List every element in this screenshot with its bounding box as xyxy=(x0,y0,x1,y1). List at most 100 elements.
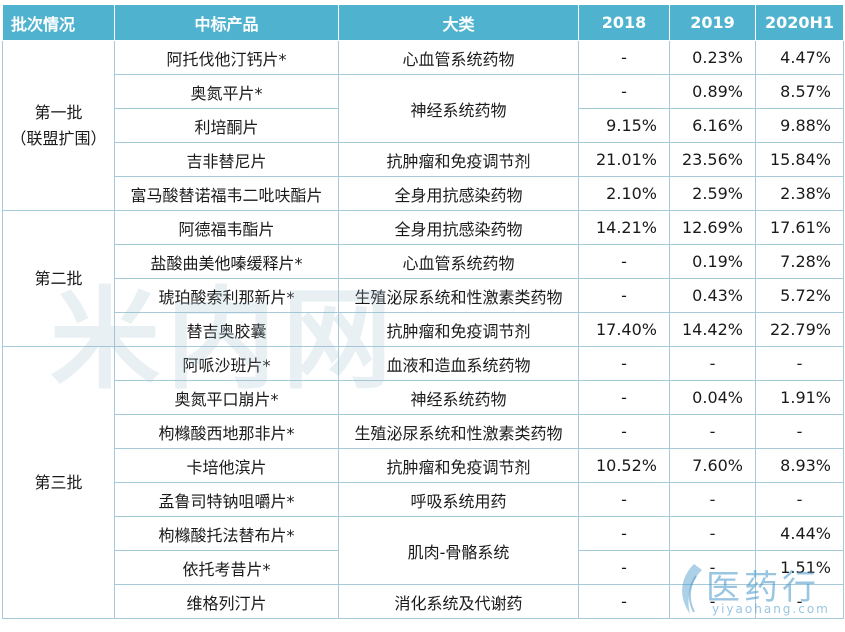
header-2019: 2019 xyxy=(669,4,756,41)
table-row: 维格列汀片 消化系统及代谢药 - - - xyxy=(3,584,844,619)
value-2018: - xyxy=(578,584,670,619)
category-cell: 全身用抗感染药物 xyxy=(338,176,579,211)
product-cell: 吉非替尼片 xyxy=(114,142,339,177)
value-2020h1: 1.51% xyxy=(755,550,844,585)
category-cell: 神经系统药物 xyxy=(338,380,579,415)
product-cell: 奥氮平口崩片* xyxy=(114,380,339,415)
category-cell: 全身用抗感染药物 xyxy=(338,210,579,245)
value-2020h1: - xyxy=(755,482,844,517)
value-2019: 0.19% xyxy=(669,244,756,279)
value-2019: - xyxy=(669,584,756,619)
product-cell: 孟鲁司特钠咀嚼片* xyxy=(114,482,339,517)
value-2018: 10.52% xyxy=(578,448,670,483)
value-2020h1: 4.44% xyxy=(755,516,844,551)
product-cell: 卡培他滨片 xyxy=(114,448,339,483)
value-2019: 0.04% xyxy=(669,380,756,415)
value-2020h1: 4.47% xyxy=(755,40,844,75)
data-table: 批次情况 中标产品 大类 2018 2019 2020H1 第一批 （联盟扩围）… xyxy=(2,4,844,619)
value-2020h1: 9.88% xyxy=(755,108,844,143)
value-2018: - xyxy=(578,244,670,279)
product-cell: 阿哌沙班片* xyxy=(114,346,339,381)
category-cell: 血液和造血系统药物 xyxy=(338,346,579,381)
value-2018: - xyxy=(578,482,670,517)
header-2020h1: 2020H1 xyxy=(755,4,844,41)
category-cell: 神经系统药物 xyxy=(338,74,579,143)
table-row: 琥珀酸索利那新片* 生殖泌尿系统和性激素类药物 - 0.43% 5.72% xyxy=(3,278,844,313)
table-row: 替吉奥胶囊 抗肿瘤和免疫调节剂 17.40% 14.42% 22.79% xyxy=(3,312,844,347)
table-row: 吉非替尼片 抗肿瘤和免疫调节剂 21.01% 23.56% 15.84% xyxy=(3,142,844,177)
value-2019: 0.43% xyxy=(669,278,756,313)
value-2020h1: 5.72% xyxy=(755,278,844,313)
table-row: 卡培他滨片 抗肿瘤和免疫调节剂 10.52% 7.60% 8.93% xyxy=(3,448,844,483)
product-cell: 盐酸曲美他嗪缓释片* xyxy=(114,244,339,279)
category-cell: 肌肉-骨骼系统 xyxy=(338,516,579,585)
value-2020h1: 1.91% xyxy=(755,380,844,415)
value-2019: 6.16% xyxy=(669,108,756,143)
batch-label: 第一批 （联盟扩围） xyxy=(10,102,107,148)
value-2020h1: 15.84% xyxy=(755,142,844,177)
value-2020h1: 8.93% xyxy=(755,448,844,483)
value-2019: 2.59% xyxy=(669,176,756,211)
table-row: 利培酮片 9.15% 6.16% 9.88% xyxy=(3,108,844,143)
value-2019: - xyxy=(669,414,756,449)
product-cell: 奥氮平片* xyxy=(114,74,339,109)
table-row: 第三批 阿哌沙班片* 血液和造血系统药物 - - - xyxy=(2,346,844,619)
table-row: 枸橼酸托法替布片* 肌肉-骨骼系统 - - 4.44% xyxy=(3,516,844,585)
product-cell: 琥珀酸索利那新片* xyxy=(114,278,339,313)
value-2019: - xyxy=(669,516,756,551)
category-cell: 呼吸系统用药 xyxy=(338,482,579,517)
table-row: 第二批 阿德福韦酯片 全身用抗感染药物 14.21% 12.69% 17.61% xyxy=(2,210,844,347)
table-row: 奥氮平片* 神经系统药物 - 0.89% 8.57% xyxy=(3,74,844,143)
product-cell: 替吉奥胶囊 xyxy=(114,312,339,347)
category-cell: 消化系统及代谢药 xyxy=(338,584,579,619)
value-2019: 0.23% xyxy=(669,40,756,75)
value-2018: - xyxy=(578,74,670,109)
table-row: 枸橼酸西地那非片* 生殖泌尿系统和性激素类药物 - - - xyxy=(3,414,844,449)
product-cell: 富马酸替诺福韦二吡呋酯片 xyxy=(114,176,339,211)
value-2018: 21.01% xyxy=(578,142,670,177)
value-2020h1: 7.28% xyxy=(755,244,844,279)
header-category: 大类 xyxy=(338,4,579,41)
category-cell: 生殖泌尿系统和性激素类药物 xyxy=(338,278,579,313)
header-2018: 2018 xyxy=(578,4,670,41)
header-row: 批次情况 中标产品 大类 2018 2019 2020H1 xyxy=(2,4,844,41)
value-2018: 2.10% xyxy=(578,176,670,211)
header-batch: 批次情况 xyxy=(2,4,115,41)
table-row: 依托考昔片* - - 1.51% xyxy=(3,550,844,585)
batch-cell-1: 第一批 （联盟扩围） xyxy=(2,40,115,211)
category-cell: 心血管系统药物 xyxy=(338,244,579,279)
value-2018: - xyxy=(578,414,670,449)
batch-cell-3: 第三批 xyxy=(2,346,115,619)
value-2020h1: - xyxy=(755,414,844,449)
value-2018: - xyxy=(578,380,670,415)
category-cell: 抗肿瘤和免疫调节剂 xyxy=(338,448,579,483)
product-cell: 利培酮片 xyxy=(114,108,339,143)
value-2018: - xyxy=(578,516,670,551)
value-2018: - xyxy=(578,278,670,313)
value-2018: - xyxy=(578,40,670,75)
value-2020h1: - xyxy=(755,346,844,381)
value-2019: - xyxy=(669,550,756,585)
product-cell: 枸橼酸托法替布片* xyxy=(114,516,339,551)
value-2018: 17.40% xyxy=(578,312,670,347)
category-cell: 心血管系统药物 xyxy=(338,40,579,75)
value-2020h1: - xyxy=(755,584,844,619)
table-row: 富马酸替诺福韦二吡呋酯片 全身用抗感染药物 2.10% 2.59% 2.38% xyxy=(3,176,844,211)
product-cell: 枸橼酸西地那非片* xyxy=(114,414,339,449)
value-2019: - xyxy=(669,346,756,381)
category-cell: 生殖泌尿系统和性激素类药物 xyxy=(338,414,579,449)
product-cell: 依托考昔片* xyxy=(114,550,339,585)
batch-cell-2: 第二批 xyxy=(2,210,115,347)
table-row: 孟鲁司特钠咀嚼片* 呼吸系统用药 - - - xyxy=(3,482,844,517)
category-cell: 抗肿瘤和免疫调节剂 xyxy=(338,312,579,347)
table-row: 奥氮平口崩片* 神经系统药物 - 0.04% 1.91% xyxy=(3,380,844,415)
value-2020h1: 2.38% xyxy=(755,176,844,211)
value-2019: 7.60% xyxy=(669,448,756,483)
value-2020h1: 17.61% xyxy=(755,210,844,245)
value-2018: - xyxy=(578,346,670,381)
category-cell: 抗肿瘤和免疫调节剂 xyxy=(338,142,579,177)
value-2019: 23.56% xyxy=(669,142,756,177)
product-cell: 阿托伐他汀钙片* xyxy=(114,40,339,75)
value-2018: 9.15% xyxy=(578,108,670,143)
